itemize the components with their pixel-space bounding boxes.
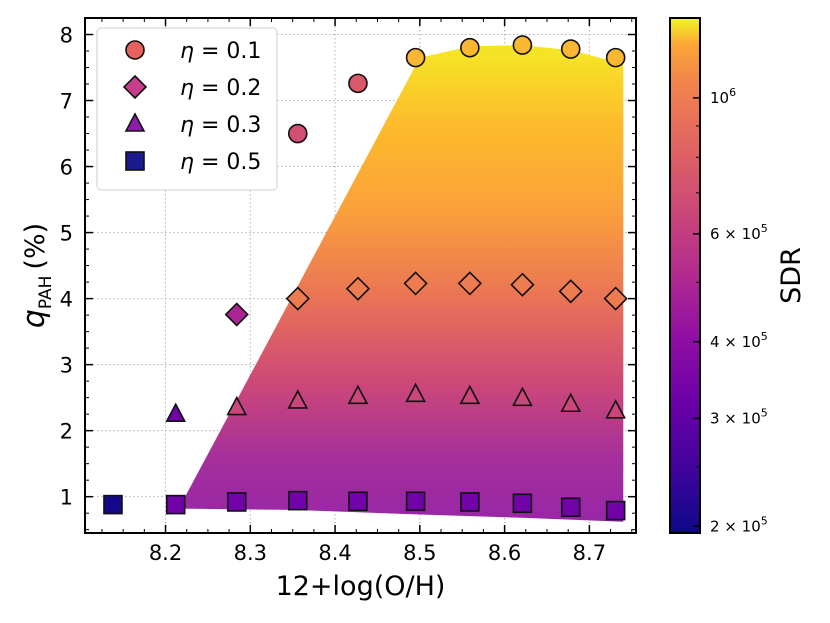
y-tick-label: 3 <box>60 354 73 378</box>
legend-label: η = 0.1 <box>180 39 261 64</box>
legend: η = 0.1η = 0.2η = 0.3η = 0.5 <box>96 27 278 191</box>
data-point-diamond <box>510 272 535 297</box>
data-point-square <box>348 491 368 512</box>
data-point-diamond <box>558 279 583 304</box>
x-axis-label: 12+log(O/H) <box>276 571 446 602</box>
x-tick-label: 8.4 <box>318 541 351 565</box>
series-diamond <box>224 271 628 327</box>
y-tick-label: 1 <box>60 486 73 510</box>
legend-label: η = 0.5 <box>180 150 261 175</box>
data-point-square <box>405 491 426 512</box>
y-axis-label-symbol: q <box>17 309 52 328</box>
colorbar-tick-base: 6 × 10 <box>710 225 761 243</box>
y-tick-label: 6 <box>60 156 73 180</box>
colorbar-tick-exponent: 6 <box>729 86 736 99</box>
legend-label-value: = 0.3 <box>194 113 261 138</box>
y-tick-label: 8 <box>60 24 73 48</box>
x-tick-label: 8.6 <box>488 541 521 565</box>
legend-label-symbol: η <box>180 76 194 101</box>
colorbar-tick-exponent: 5 <box>761 222 768 235</box>
plot-frame <box>84 17 637 534</box>
data-point-diamond <box>285 286 310 311</box>
colorbar-tick-label: 3 × 105 <box>710 406 768 427</box>
series-triangle <box>165 382 626 422</box>
colorbar-tick-base: 3 × 10 <box>710 409 761 427</box>
data-point-square <box>226 492 247 512</box>
colorbar-tick-label: 6 × 105 <box>710 222 768 243</box>
colorbar-tick-label: 4 × 105 <box>710 330 768 351</box>
data-point-square <box>165 494 186 515</box>
data-point-square <box>512 493 533 514</box>
legend-marker-diamond <box>122 74 148 100</box>
colorbar-label: SDR <box>776 247 807 304</box>
data-point-diamond <box>457 271 482 296</box>
colorbar-tick-exponent: 5 <box>761 330 768 343</box>
data-point-circle <box>560 39 581 59</box>
data-point-circle <box>405 47 426 68</box>
data-point-triangle <box>459 384 481 405</box>
data-point-diamond <box>224 302 249 327</box>
data-point-square <box>605 500 626 521</box>
legend-marker-triangle <box>124 112 146 132</box>
data-point-circle <box>605 47 626 68</box>
x-tick-label: 8.7 <box>573 541 606 565</box>
colorbar-tick-label: 106 <box>710 86 736 107</box>
colorbar-tick-base: 10 <box>710 89 729 107</box>
y-axis-label-subscript: PAH <box>36 276 56 310</box>
legend-marker-circle <box>125 40 145 60</box>
colorbar-tick-exponent: 5 <box>761 514 768 527</box>
data-point-circle <box>512 35 533 55</box>
data-point-triangle <box>287 389 309 409</box>
data-point-triangle <box>560 392 582 413</box>
colorbar-tick-base: 4 × 10 <box>710 333 761 351</box>
y-axis-label: qPAH (%) <box>17 223 56 328</box>
data-point-diamond <box>345 276 371 301</box>
data-point-circle <box>287 123 308 144</box>
data-point-circle <box>460 37 480 58</box>
legend-label: η = 0.3 <box>180 113 261 138</box>
colorbar-tick-exponent: 5 <box>761 406 768 419</box>
legend-label-value: = 0.2 <box>194 76 261 101</box>
data-points <box>103 35 628 521</box>
legend-label-symbol: η <box>180 113 194 138</box>
y-tick-label: 5 <box>60 222 73 246</box>
axis-ticks: 8.2 8.3 8.4 8.5 8.6 8.7 1 2 3 4 5 6 7 8 <box>60 18 636 565</box>
colorbar-gradient <box>669 17 701 534</box>
data-point-triangle <box>405 382 426 403</box>
data-point-triangle <box>226 395 248 416</box>
data-point-circle <box>348 73 368 94</box>
data-point-square <box>560 497 581 518</box>
data-point-triangle <box>165 402 187 422</box>
x-tick-label: 8.5 <box>403 541 436 565</box>
legend-label-symbol: η <box>180 39 194 64</box>
x-tick-label: 8.2 <box>149 541 182 565</box>
data-point-diamond <box>603 286 628 311</box>
legend-box <box>96 27 278 191</box>
data-point-triangle <box>512 386 533 407</box>
data-point-square <box>103 494 123 515</box>
colorbar-tick-label: 2 × 105 <box>710 514 768 535</box>
data-point-square <box>460 492 480 512</box>
x-tick-label: 8.3 <box>234 541 267 565</box>
series-circle <box>287 35 626 144</box>
legend-label-value: = 0.1 <box>194 39 261 64</box>
colorbar-tick-base: 2 × 10 <box>710 517 761 535</box>
y-axis-label-unit: (%) <box>20 223 51 270</box>
y-tick-label: 2 <box>60 420 73 444</box>
data-point-diamond <box>403 271 428 296</box>
series-square <box>103 490 626 521</box>
legend-label-value: = 0.5 <box>194 150 261 175</box>
legend-marker-square <box>125 151 145 171</box>
y-tick-label: 7 <box>60 90 73 114</box>
data-point-square <box>287 490 308 511</box>
data-point-triangle <box>605 399 626 419</box>
data-point-triangle <box>347 384 369 405</box>
legend-label: η = 0.2 <box>180 76 261 101</box>
legend-label-symbol: η <box>180 150 194 175</box>
y-tick-label: 4 <box>60 288 73 312</box>
